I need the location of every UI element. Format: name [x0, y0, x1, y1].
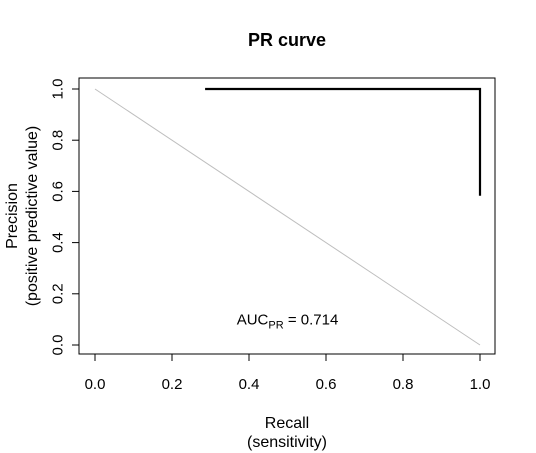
x-axis: 0.0 0.2 0.4 0.6 0.8 1.0	[85, 353, 491, 393]
y-axis: 0.0 0.2 0.4 0.6 0.8 1.0	[50, 79, 80, 356]
x-tick-label: 0.4	[239, 376, 260, 393]
y-tick-label: 0.4	[50, 232, 67, 253]
y-axis-label: Precision	[4, 183, 21, 249]
auc-annotation: AUCPR = 0.714	[237, 311, 339, 331]
x-tick-label: 0.2	[162, 376, 183, 393]
y-tick-label: 0.6	[50, 181, 67, 202]
y-tick-label: 0.0	[50, 335, 67, 356]
auc-label: AUC	[237, 311, 269, 328]
pr-curve-line	[205, 87, 482, 196]
y-axis-sublabel: (positive predictive value)	[24, 126, 41, 307]
plot-area: AUCPR = 0.714	[78, 77, 496, 355]
y-tick-label: 0.2	[50, 283, 67, 304]
auc-subscript: PR	[268, 319, 283, 331]
x-axis-label: Recall	[265, 415, 309, 432]
y-tick-label: 1.0	[50, 79, 67, 100]
x-tick-label: 0.0	[85, 376, 106, 393]
x-tick-label: 1.0	[470, 376, 491, 393]
y-tick-label: 0.8	[50, 130, 67, 151]
reference-diagonal-line	[94, 88, 481, 346]
series-layer	[94, 87, 482, 346]
x-tick-label: 0.8	[393, 376, 414, 393]
chart-title: PR curve	[248, 30, 326, 50]
auc-value: = 0.714	[284, 311, 339, 328]
x-axis-sublabel: (sensitivity)	[247, 434, 327, 451]
x-tick-label: 0.6	[316, 376, 337, 393]
